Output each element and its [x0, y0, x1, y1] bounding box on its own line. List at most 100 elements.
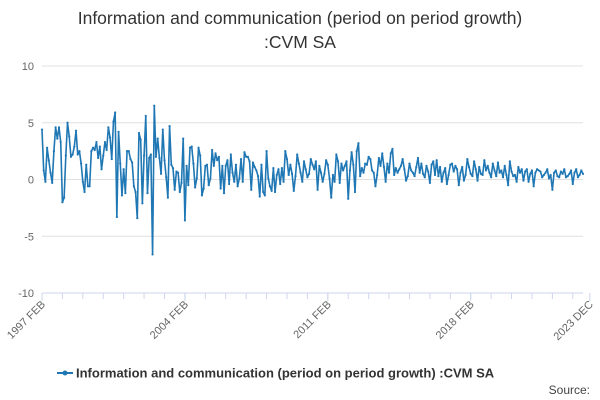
- data-point: [512, 174, 515, 178]
- data-point: [221, 164, 224, 167]
- data-point: [331, 173, 335, 177]
- data-point: [131, 161, 134, 164]
- data-point: [205, 163, 209, 166]
- data-point: [476, 179, 479, 182]
- data-point: [573, 171, 576, 174]
- data-point: [260, 163, 263, 166]
- data-point: [438, 165, 442, 169]
- data-point: [61, 201, 64, 204]
- data-point: [484, 169, 488, 172]
- data-point: [568, 172, 571, 175]
- data-point: [503, 164, 506, 167]
- data-point: [76, 153, 79, 156]
- data-point: [456, 168, 459, 171]
- data-point: [226, 159, 229, 162]
- legend-label: Information and communication (period on…: [76, 366, 495, 381]
- data-point: [359, 174, 362, 178]
- data-point: [539, 170, 542, 173]
- data-point: [564, 176, 568, 179]
- data-point: [421, 172, 425, 175]
- data-point: [197, 146, 200, 149]
- data-point: [430, 163, 433, 166]
- data-point: [418, 171, 421, 174]
- data-point: [398, 168, 401, 171]
- data-point: [110, 157, 113, 161]
- data-point: [238, 177, 241, 180]
- data-point: [97, 156, 100, 160]
- data-point: [204, 164, 207, 167]
- legend-swatch-marker: [62, 370, 68, 376]
- data-point: [40, 128, 44, 131]
- data-point: [86, 185, 90, 188]
- data-point: [554, 169, 557, 172]
- data-point: [277, 168, 280, 171]
- data-point: [125, 150, 129, 153]
- data-point: [473, 160, 476, 163]
- data-point: [211, 148, 214, 152]
- data-point: [102, 154, 105, 157]
- data-point: [91, 146, 95, 149]
- data-point: [250, 188, 253, 191]
- y-tick-label: -10: [18, 288, 34, 300]
- data-point: [581, 172, 585, 175]
- data-point: [357, 142, 360, 145]
- data-point: [166, 196, 169, 199]
- data-point: [256, 174, 260, 178]
- data-point: [105, 148, 108, 152]
- data-point: [100, 168, 103, 171]
- data-point: [462, 179, 466, 182]
- data-point: [236, 185, 239, 188]
- data-point: [59, 140, 62, 144]
- data-point: [350, 151, 353, 154]
- data-point: [308, 172, 311, 175]
- data-point: [490, 176, 493, 179]
- data-point: [301, 180, 304, 183]
- data-point: [483, 159, 486, 162]
- data-point: [80, 162, 83, 165]
- data-point: [248, 160, 251, 163]
- data-point: [469, 172, 472, 175]
- data-point: [444, 167, 447, 170]
- data-point: [542, 173, 545, 177]
- data-point: [580, 169, 583, 172]
- data-point: [188, 146, 192, 149]
- data-point: [566, 174, 569, 178]
- data-point: [212, 164, 215, 167]
- data-point: [367, 155, 370, 158]
- data-point: [313, 168, 316, 171]
- data-point: [403, 168, 406, 171]
- data-point: [496, 161, 500, 164]
- data-point: [52, 150, 56, 153]
- y-tick-label: 5: [28, 118, 34, 130]
- data-point: [144, 114, 147, 118]
- data-point: [466, 157, 469, 161]
- data-point: [561, 172, 564, 175]
- data-point: [149, 153, 152, 156]
- data-point: [408, 162, 411, 165]
- data-point: [382, 165, 386, 169]
- data-point: [134, 190, 137, 194]
- data-point: [54, 126, 57, 129]
- data-point: [44, 180, 47, 183]
- data-point: [233, 180, 236, 183]
- data-point: [108, 136, 112, 139]
- data-point: [142, 154, 146, 157]
- data-point: [340, 162, 343, 165]
- data-point: [272, 167, 275, 170]
- data-point: [66, 121, 69, 124]
- legend: Information and communication (period on…: [57, 366, 495, 381]
- data-point: [173, 188, 176, 191]
- data-point: [530, 169, 534, 172]
- data-point: [81, 180, 84, 183]
- data-point: [292, 189, 295, 192]
- data-point: [345, 160, 348, 163]
- data-point: [83, 190, 86, 194]
- data-point: [377, 156, 380, 160]
- data-point: [432, 160, 435, 163]
- data-point: [103, 140, 107, 144]
- data-point: [265, 150, 268, 153]
- data-point: [450, 162, 454, 165]
- data-point: [112, 120, 115, 123]
- data-point: [493, 169, 496, 172]
- data-point: [486, 164, 489, 167]
